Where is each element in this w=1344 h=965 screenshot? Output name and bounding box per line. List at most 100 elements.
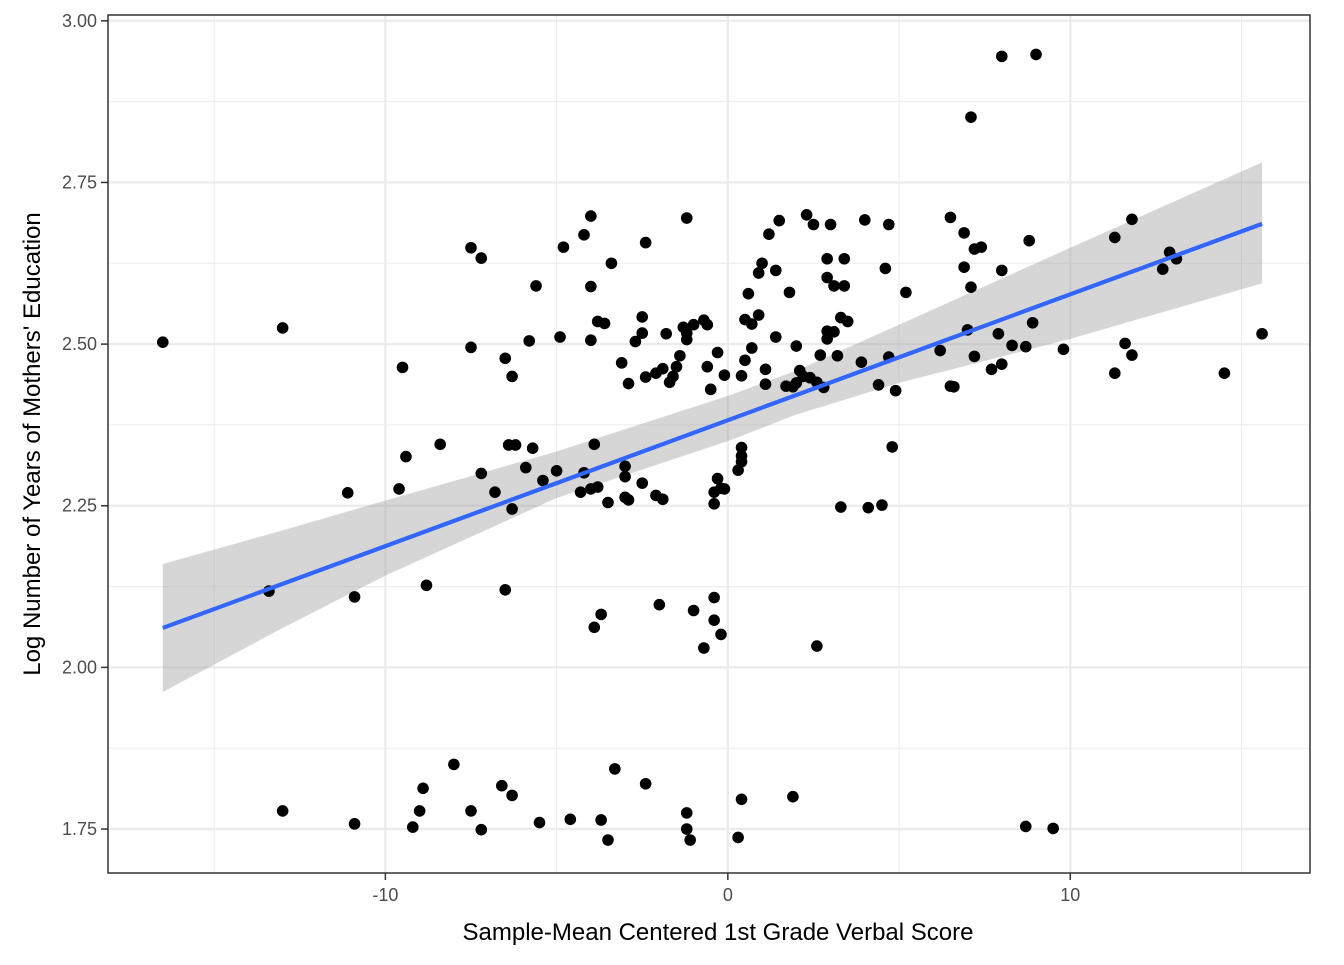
data-point — [1126, 213, 1138, 226]
data-point — [420, 579, 433, 592]
data-point — [550, 465, 563, 477]
y-tick-label: 2.75 — [62, 172, 97, 192]
data-point — [807, 218, 820, 231]
data-point — [667, 370, 679, 383]
data-point — [735, 793, 748, 806]
data-point — [348, 818, 361, 830]
data-point — [465, 341, 477, 354]
data-point — [656, 493, 669, 506]
data-point — [746, 342, 758, 354]
data-point — [574, 486, 587, 498]
data-point — [622, 494, 635, 506]
data-point — [1126, 349, 1138, 361]
data-point — [276, 322, 289, 334]
data-point — [533, 816, 546, 829]
data-point — [622, 377, 635, 390]
data-point — [859, 214, 871, 226]
data-point — [790, 340, 803, 352]
data-point — [752, 267, 765, 279]
x-tick-label: 10 — [1060, 885, 1080, 905]
data-point — [800, 208, 813, 221]
data-point — [1109, 231, 1121, 244]
data-point — [701, 318, 714, 331]
data-point — [855, 356, 868, 369]
data-point — [680, 823, 693, 835]
data-point — [680, 333, 693, 346]
data-point — [687, 318, 700, 331]
fit-line-layer — [162, 221, 1263, 630]
data-point — [619, 470, 631, 483]
data-point — [759, 378, 772, 390]
data-point — [715, 628, 727, 641]
data-point — [746, 318, 758, 330]
data-point — [619, 460, 631, 473]
data-point — [828, 326, 840, 338]
data-point — [1119, 337, 1131, 350]
data-point — [1218, 367, 1231, 380]
data-point — [639, 371, 652, 383]
data-point — [739, 354, 751, 367]
x-tick-label: 0 — [723, 885, 733, 905]
data-point — [639, 777, 652, 790]
data-point — [588, 621, 601, 634]
data-point — [591, 481, 604, 493]
data-point — [958, 227, 970, 239]
data-point — [824, 218, 837, 231]
data-point — [523, 335, 536, 347]
data-point — [680, 807, 693, 819]
data-point — [475, 467, 488, 480]
data-point — [821, 271, 833, 284]
y-tick-label: 2.25 — [62, 496, 97, 516]
data-point — [985, 363, 998, 376]
data-point — [838, 252, 851, 265]
data-point — [965, 111, 977, 123]
x-axis-title: Sample-Mean Centered 1st Grade Verbal Sc… — [463, 919, 974, 946]
data-point — [341, 487, 354, 499]
data-point — [465, 241, 477, 254]
plot-panel-border — [107, 14, 1311, 874]
data-point — [156, 336, 169, 348]
data-point — [763, 228, 775, 240]
data-point — [602, 834, 614, 846]
regression-line — [162, 221, 1263, 630]
data-point — [900, 286, 912, 299]
data-point — [1109, 367, 1121, 380]
data-point — [588, 438, 601, 451]
data-point — [506, 503, 518, 515]
data-point — [732, 831, 744, 844]
data-point — [735, 441, 748, 454]
data-point — [406, 821, 419, 833]
data-point — [821, 252, 833, 265]
data-point — [595, 814, 607, 826]
data-point — [660, 327, 672, 340]
data-point — [1057, 343, 1070, 356]
data-point — [557, 241, 570, 253]
data-point — [752, 309, 765, 321]
data-point — [882, 218, 895, 231]
data-point — [417, 782, 429, 795]
data-point — [708, 591, 720, 604]
data-point — [595, 608, 607, 621]
data-point — [995, 50, 1008, 63]
data-point — [465, 805, 477, 817]
data-point — [598, 317, 611, 330]
data-point — [735, 369, 748, 382]
data-point — [958, 261, 970, 273]
data-point — [400, 450, 412, 463]
data-point — [636, 311, 649, 323]
data-point — [1030, 48, 1042, 61]
data-point — [1023, 234, 1035, 247]
y-axis-title: Log Number of Years of Mothers' Educatio… — [19, 212, 46, 676]
data-point — [585, 280, 597, 293]
data-point — [578, 229, 590, 241]
data-point — [769, 264, 782, 277]
data-point — [811, 640, 823, 652]
data-point — [783, 286, 796, 299]
data-point — [615, 357, 628, 369]
data-point — [704, 383, 717, 396]
data-point — [1019, 820, 1032, 833]
data-point — [711, 346, 724, 359]
plot-panel-background — [108, 15, 1310, 873]
data-point — [506, 789, 518, 802]
data-point — [564, 813, 577, 826]
